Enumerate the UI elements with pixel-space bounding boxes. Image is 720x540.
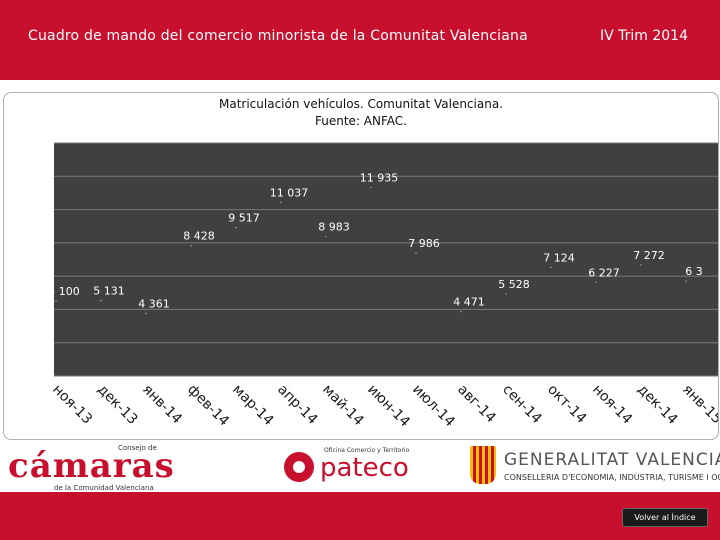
back-to-index-button[interactable]: Volver al Índice <box>622 508 708 527</box>
x-tick-label: ноя-13 <box>49 382 95 428</box>
chart-container: Matriculación vehículos. Comunitat Valen… <box>3 92 719 440</box>
data-label: 8 428 <box>183 230 215 243</box>
camaras-logo-top-text: Consejo de <box>118 444 157 452</box>
x-tick-label: июн-14 <box>364 382 413 431</box>
data-point <box>190 244 192 247</box>
data-point <box>370 186 372 189</box>
data-point <box>55 300 57 302</box>
pateco-logo-tagline: Oficina Comercio y Territorio <box>324 447 410 454</box>
chart-source: Fuente: ANFAC. <box>315 114 407 128</box>
data-point <box>685 280 687 282</box>
generalitat-logo-text: GENERALITAT VALENCIANA <box>504 450 720 470</box>
x-tick-label: окт-14 <box>544 382 589 427</box>
pateco-emblem-icon <box>284 452 314 482</box>
data-label: 4 471 <box>453 296 485 309</box>
x-tick-label: янв-14 <box>139 382 185 428</box>
line-chart: 5 100 5 131 4 361 8 428 9 517 11 037 8 983 11 9… <box>48 142 718 431</box>
data-point <box>550 266 552 269</box>
content-area: Matriculación vehículos. Comunitat Valen… <box>0 80 720 440</box>
x-tick-label: май-14 <box>319 382 367 430</box>
data-point <box>415 252 417 254</box>
camaras-logo-bottom-text: de la Comunidad Valenciana <box>54 484 154 492</box>
data-label: 6 3 <box>685 265 703 278</box>
data-point <box>235 226 237 229</box>
data-label: 4 361 <box>138 297 170 310</box>
x-tick-label: дек-14 <box>634 382 680 428</box>
x-tick-label: ноя-14 <box>589 382 635 428</box>
data-point <box>595 281 597 284</box>
data-point <box>325 235 327 238</box>
data-label: 5 100 <box>48 285 80 298</box>
data-label: 9 517 <box>228 212 260 225</box>
data-point <box>640 264 642 266</box>
data-label: 7 124 <box>543 251 575 264</box>
data-label: 11 037 <box>270 186 309 199</box>
x-tick-label: фев-14 <box>184 382 232 430</box>
data-point <box>100 299 102 302</box>
period-label: IV Trim 2014 <box>599 28 688 44</box>
data-label: 7 272 <box>633 249 665 262</box>
x-tick-label: сен-14 <box>499 382 545 428</box>
logos-bar: Consejo de cámaras de la Comunidad Valen… <box>0 440 720 492</box>
data-label: 11 935 <box>360 171 399 184</box>
page-title: Cuadro de mando del comercio minorista d… <box>28 28 528 44</box>
x-tick-label: апр-14 <box>274 382 320 428</box>
x-tick-label: мар-14 <box>229 382 276 429</box>
chart-title: Matriculación vehículos. Comunitat Valen… <box>219 97 503 111</box>
data-point <box>280 201 282 204</box>
plot-area <box>54 143 718 376</box>
x-tick-label: июл-14 <box>409 382 458 431</box>
data-label: 8 983 <box>318 220 350 233</box>
pateco-logo: Oficina Comercio y Territorio pateco <box>284 444 424 488</box>
data-point <box>505 293 507 295</box>
generalitat-emblem-icon <box>470 446 496 484</box>
x-tick-label: янв-15 <box>679 382 718 428</box>
data-label: 7 986 <box>408 237 440 250</box>
x-tick-label: авг-14 <box>454 382 499 427</box>
camaras-logo-text: cámaras <box>8 446 175 486</box>
data-point <box>460 310 462 313</box>
x-tick-label: дек-13 <box>94 382 140 428</box>
generalitat-dept-text: CONSELLERIA D'ECONOMIA, INDÚSTRIA, TURIS… <box>504 473 720 482</box>
data-point <box>145 312 147 315</box>
generalitat-logo: GENERALITAT VALENCIANA CONSELLERIA D'ECO… <box>470 446 720 488</box>
data-label: 5 131 <box>93 285 125 298</box>
data-label: 6 227 <box>588 266 620 279</box>
footer-banner <box>0 492 720 540</box>
data-label: 5 528 <box>498 278 530 291</box>
header-banner: Cuadro de mando del comercio minorista d… <box>0 0 720 80</box>
pateco-logo-text: pateco <box>320 453 409 483</box>
